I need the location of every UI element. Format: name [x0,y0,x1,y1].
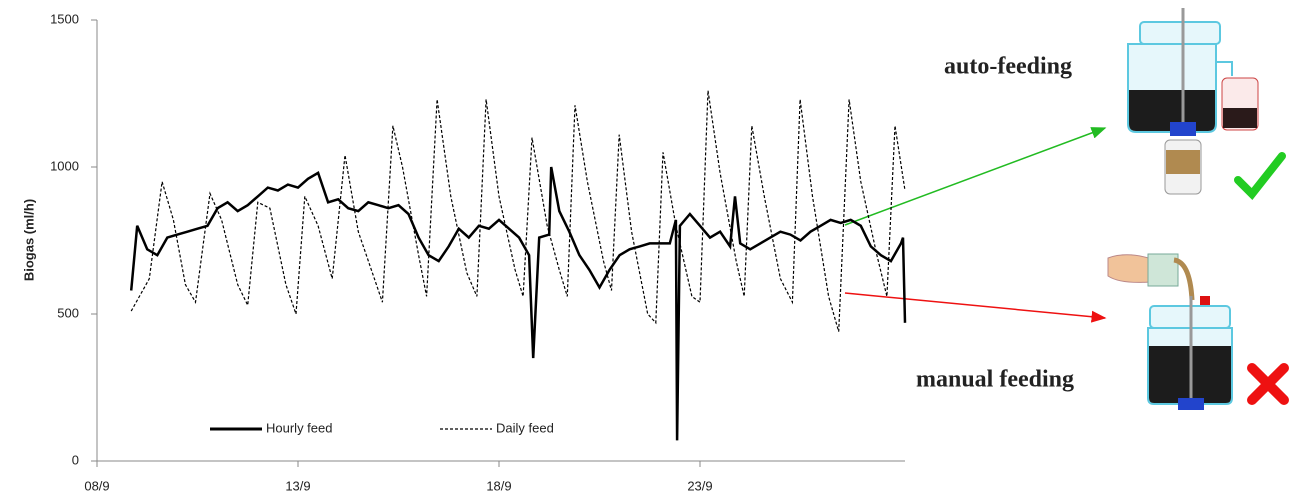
annotation-arrow [845,293,1105,318]
manual-feeding-icon [1108,254,1284,410]
annotation: manual feeding [916,367,1074,393]
x-tick-label: 23/9 [687,478,712,493]
chart: Biogas (ml/h) auto-feeding manual feedin… [0,0,1296,499]
y-axis-label: Biogas (ml/h) [21,199,36,281]
y-tick-label: 1000 [50,158,79,173]
y-tick-label: 1500 [50,11,79,26]
legend-label: Hourly feed [266,420,332,435]
legend-label: Daily feed [496,420,554,435]
y-tick-label: 0 [72,452,79,467]
series-line [131,91,905,332]
y-tick-label: 500 [57,305,79,320]
x-tick-label: 18/9 [486,478,511,493]
annotation: auto-feeding [944,54,1072,80]
x-tick-label: 13/9 [285,478,310,493]
auto-feeding-icon [1128,8,1282,194]
x-tick-label: 08/9 [84,478,109,493]
annotation-arrow [845,128,1105,225]
